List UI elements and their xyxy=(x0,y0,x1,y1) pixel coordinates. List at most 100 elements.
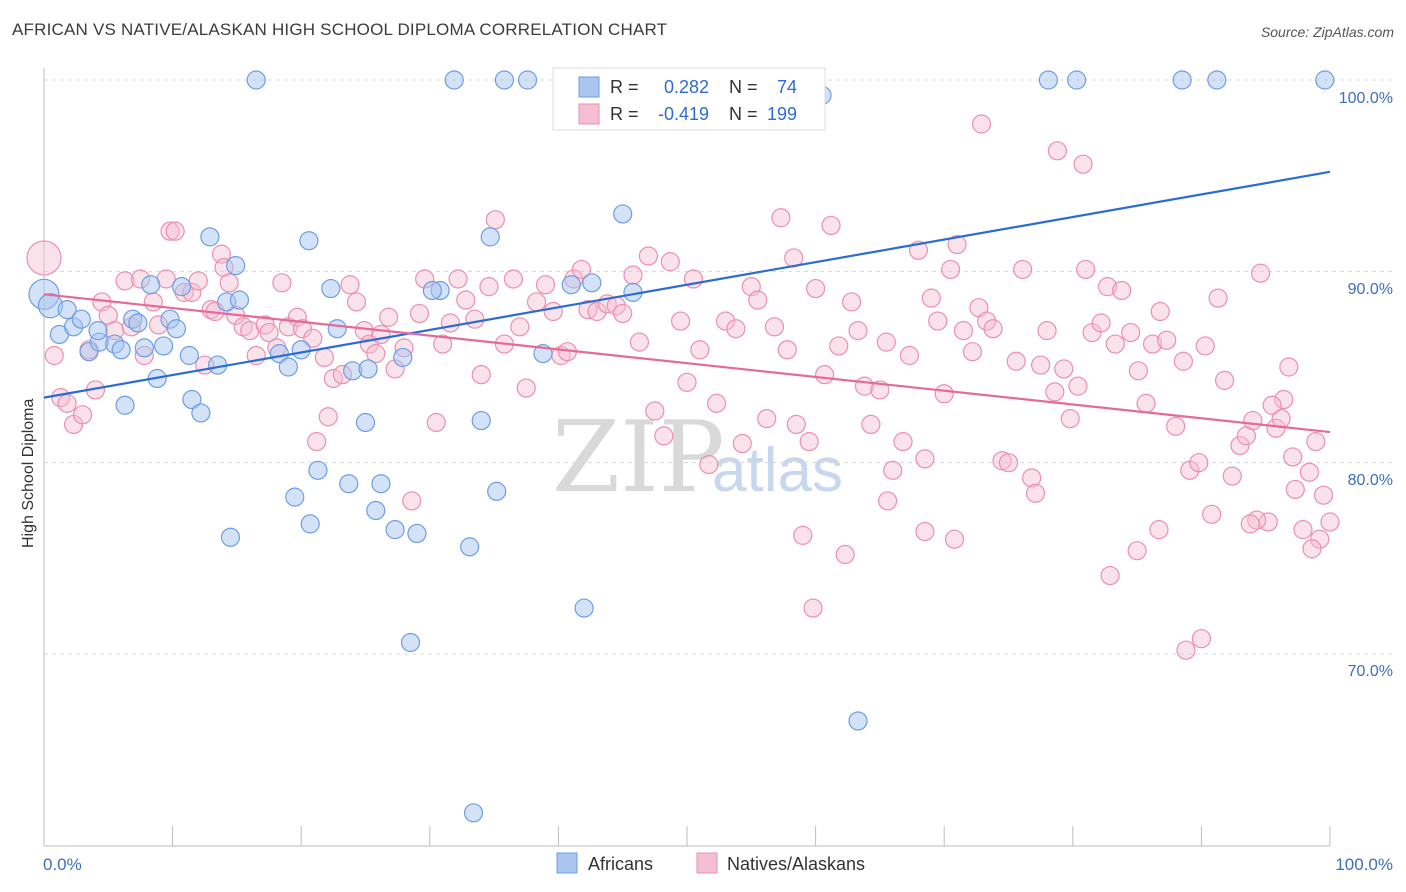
africans-point xyxy=(366,500,386,521)
africans-point xyxy=(400,632,421,653)
natives-point xyxy=(1313,485,1334,505)
legend-r-label-natives: R = xyxy=(610,104,639,124)
africans-point xyxy=(1038,70,1058,90)
natives-point xyxy=(1285,479,1305,500)
natives-point xyxy=(915,521,935,542)
natives-point xyxy=(899,345,920,366)
natives-point xyxy=(971,114,992,134)
africans-point xyxy=(385,520,405,540)
natives-point xyxy=(748,290,768,310)
natives-point xyxy=(314,347,334,368)
africans-point xyxy=(179,345,199,366)
legend-n-value-africans: 74 xyxy=(777,77,797,97)
natives-point xyxy=(1191,629,1212,649)
africans-point xyxy=(561,275,581,295)
africans-point xyxy=(339,474,359,494)
natives-point xyxy=(1173,351,1193,371)
natives-point xyxy=(1243,410,1263,431)
natives-point xyxy=(1262,395,1282,415)
natives-point xyxy=(165,221,185,241)
natives-point xyxy=(677,372,697,392)
natives-point xyxy=(876,332,896,352)
africans-points xyxy=(28,70,1335,823)
natives-point xyxy=(1150,301,1170,322)
africans-point xyxy=(327,319,347,339)
africans-point xyxy=(71,309,91,329)
africans-point xyxy=(582,273,602,293)
africans-point xyxy=(191,403,211,423)
africans-point xyxy=(471,410,491,431)
natives-point xyxy=(1037,321,1057,341)
africans-point xyxy=(246,70,266,90)
natives-point xyxy=(115,271,135,291)
natives-point xyxy=(188,271,208,291)
africans-point xyxy=(407,523,427,544)
natives-point xyxy=(433,334,453,354)
natives-point xyxy=(1195,336,1215,356)
natives-point xyxy=(947,234,967,255)
natives-point xyxy=(638,246,659,266)
natives-point xyxy=(426,412,446,433)
natives-point xyxy=(366,344,386,364)
africans-point xyxy=(1207,70,1227,90)
natives-point xyxy=(654,426,674,446)
africans-point xyxy=(182,389,202,410)
natives-point xyxy=(1208,288,1228,308)
natives-point xyxy=(1076,259,1096,280)
natives-point xyxy=(1112,280,1132,301)
natives-point xyxy=(764,317,785,337)
natives-point xyxy=(1310,529,1330,549)
africans-point xyxy=(422,280,442,301)
natives-point xyxy=(815,365,835,385)
natives-point xyxy=(715,311,736,331)
africans-point xyxy=(172,277,192,297)
natives-point xyxy=(379,307,399,327)
natives-point xyxy=(346,292,367,312)
legend-swatch-africans xyxy=(578,76,600,98)
natives-point xyxy=(26,240,62,276)
natives-point xyxy=(57,393,77,413)
natives-point xyxy=(1202,504,1222,524)
natives-point xyxy=(1128,361,1148,381)
natives-point xyxy=(1299,462,1320,482)
africans-point xyxy=(1067,70,1087,90)
natives-point xyxy=(1149,520,1169,540)
natives-point xyxy=(1240,514,1260,534)
natives-point xyxy=(706,393,727,413)
natives-point xyxy=(1230,435,1250,456)
natives-point xyxy=(670,311,691,331)
natives-point xyxy=(526,292,547,312)
natives-point xyxy=(1279,357,1299,377)
natives-point xyxy=(848,321,868,341)
africans-point xyxy=(613,204,633,224)
natives-point xyxy=(1214,370,1235,390)
natives-point xyxy=(292,319,313,339)
legend-r-value-natives: -0.419 xyxy=(658,104,709,124)
natives-point xyxy=(1283,447,1303,467)
natives-point xyxy=(883,460,903,480)
natives-point xyxy=(1006,351,1026,371)
trend-lines xyxy=(43,170,1331,434)
natives-point xyxy=(219,273,239,293)
natives-point xyxy=(448,269,468,289)
natives-point xyxy=(72,405,93,425)
natives-point xyxy=(1250,263,1271,283)
africans-point xyxy=(226,255,246,276)
natives-point xyxy=(861,414,881,434)
legend-r-label-africans: R = xyxy=(610,77,639,97)
natives-point xyxy=(953,321,974,341)
natives-point xyxy=(699,454,719,475)
natives-point xyxy=(1136,393,1156,413)
natives-point xyxy=(821,215,841,236)
natives-point xyxy=(1073,154,1093,174)
legend-n-label-africans: N = xyxy=(729,77,758,97)
natives-point xyxy=(1105,334,1125,354)
natives-point xyxy=(645,401,665,421)
natives-point xyxy=(629,332,650,352)
natives-point xyxy=(726,319,746,339)
natives-point xyxy=(409,303,430,324)
africans-point xyxy=(1315,70,1335,90)
watermark-atlas: atlas xyxy=(712,436,843,505)
natives-point xyxy=(1157,330,1177,350)
